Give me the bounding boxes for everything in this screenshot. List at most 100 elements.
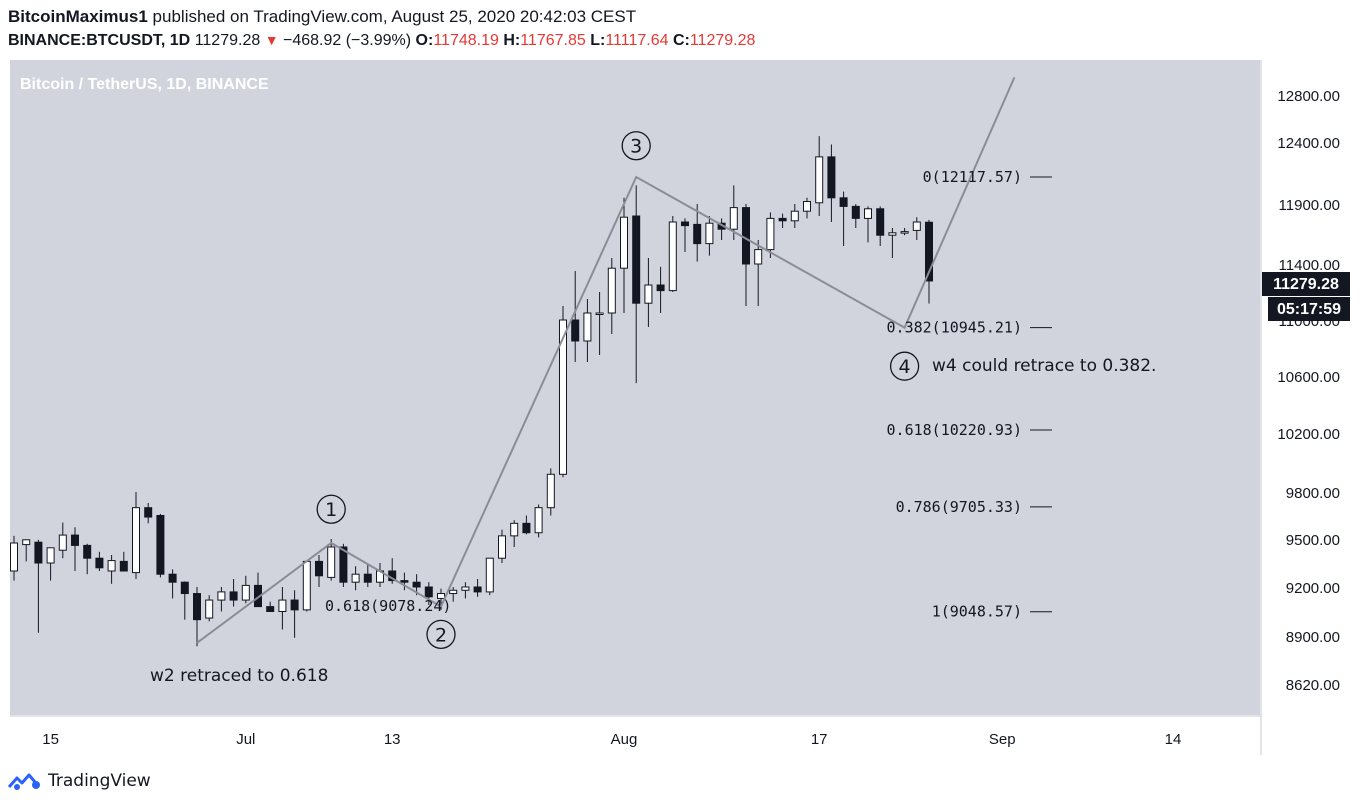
fib-level[interactable]: 1(9048.57) [932,603,1052,621]
candle[interactable] [351,566,360,591]
candle[interactable] [656,266,665,313]
candle[interactable] [778,213,787,228]
candle[interactable] [119,551,128,572]
candle[interactable] [668,216,677,292]
wave-label-number: 3 [630,136,642,158]
price-tick-label: 10200.00 [1277,426,1340,443]
candle[interactable] [400,572,409,591]
candle[interactable] [900,228,909,236]
candle[interactable] [644,258,653,327]
candle[interactable] [132,492,140,579]
candle[interactable] [95,551,104,571]
candle[interactable] [461,582,470,599]
candle[interactable] [217,587,226,612]
elliott-wave-line[interactable] [196,76,1016,644]
candle[interactable] [290,590,299,638]
fib-level[interactable]: 0.618(10220.93) [887,421,1052,439]
candle[interactable] [241,575,250,604]
candle[interactable] [22,539,31,562]
candle[interactable] [449,587,458,602]
down-triangle-icon: ▼ [264,32,279,48]
candle[interactable] [424,582,433,605]
fib-level[interactable]: 0.382(10945.21) [887,319,1052,337]
candle[interactable] [839,191,848,246]
candle[interactable] [925,219,933,304]
fib-level[interactable]: 0(12117.57) [923,168,1052,186]
candle[interactable] [546,468,555,516]
candle[interactable] [144,502,153,524]
candle[interactable] [107,555,116,584]
candle[interactable] [302,560,311,612]
candle[interactable] [705,216,714,256]
candle[interactable] [278,587,287,630]
candle[interactable] [632,185,641,384]
candle[interactable] [58,522,67,559]
candle[interactable] [156,513,165,578]
candle[interactable] [790,204,799,228]
candle-body-up [595,312,604,315]
candle[interactable] [754,240,763,306]
candle[interactable] [595,292,604,355]
candle[interactable] [571,271,580,362]
candle[interactable] [327,539,336,581]
candle[interactable] [83,543,92,575]
fib-level[interactable]: 0.786(9705.33) [896,498,1052,516]
candle[interactable] [510,520,519,547]
candle-body-down [180,581,189,595]
candle[interactable] [522,515,531,535]
time-axis[interactable]: 15 Jul 13 Aug 17 Sep 14 [42,731,1181,748]
candle[interactable] [876,206,885,246]
candle[interactable] [10,535,18,581]
candle[interactable] [229,579,238,607]
candle[interactable] [607,258,616,334]
elliott-wave-layer[interactable]: 1 2 3 4 [196,76,1016,650]
candle[interactable] [864,206,872,243]
candle[interactable] [34,539,43,633]
candle[interactable] [180,581,189,620]
candle[interactable] [534,504,543,538]
candle[interactable] [912,217,921,240]
candle[interactable] [803,197,811,219]
logo-text: TradingView [48,771,151,791]
candle-body-down [412,581,421,588]
candle[interactable] [681,218,689,252]
candle[interactable] [620,197,628,313]
wave-label-3[interactable]: 3 [621,131,651,161]
candle[interactable] [46,547,55,581]
candle[interactable] [827,144,836,222]
candle[interactable] [498,529,506,563]
wave-label-2[interactable]: 2 [426,619,456,650]
candle[interactable] [266,601,275,612]
wave-label-1[interactable]: 1 [316,494,346,524]
candle[interactable] [168,569,177,599]
candle[interactable] [193,587,201,647]
candle[interactable] [766,212,775,258]
candle-body-down [742,207,750,265]
candle[interactable] [485,557,494,596]
candle-body-up [46,547,55,564]
price-axis[interactable]: 12800.0012400.0011900.0011400.0011000.00… [1277,88,1340,694]
candle[interactable] [693,204,702,262]
candle-body-up [766,217,775,251]
candle[interactable] [851,204,860,228]
plot-area[interactable] [10,60,1260,715]
candle-body-down [839,197,848,207]
candle[interactable] [815,136,824,216]
candle[interactable] [473,579,482,597]
candle-body-up [22,539,31,546]
candle[interactable] [205,595,214,622]
candle[interactable] [71,527,79,571]
candles-layer[interactable] [10,136,933,647]
time-tick-label: 17 [811,731,828,748]
candle[interactable] [583,299,592,362]
candle[interactable] [363,564,372,587]
candle[interactable] [559,306,567,478]
wave-label-4[interactable]: 4 [889,351,920,381]
candle[interactable] [315,555,323,587]
fibonacci-layer[interactable]: 0(12117.57) 0.382(10945.21) 0.618(10220.93… [887,168,1052,621]
author-name[interactable]: BitcoinMaximus1 [8,7,148,26]
tradingview-logo[interactable]: TradingView [8,768,151,794]
candle[interactable] [888,228,897,258]
candle-body-down [363,573,372,583]
